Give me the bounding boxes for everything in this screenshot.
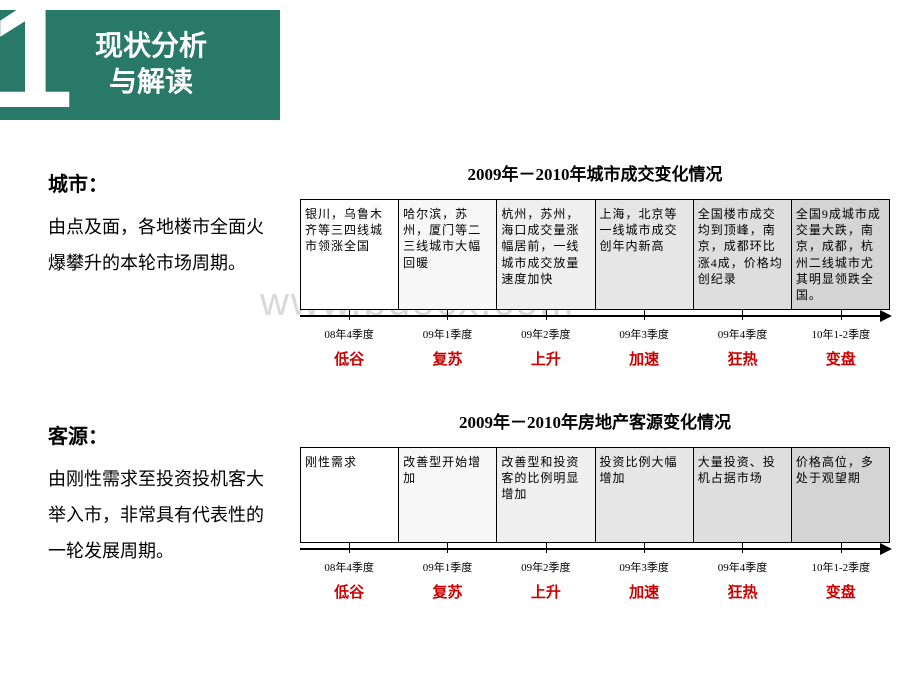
chart1-arrow — [300, 308, 890, 324]
client-desc: 由刚性需求至投资投机客大举入市，非常具有代表性的一轮发展周期。 — [48, 461, 268, 569]
timeline-cell: 大量投资、投机占据市场 — [694, 447, 792, 543]
quarter-label: 08年4季度 — [300, 559, 398, 575]
timeline-cell: 改善型和投资客的比例明显增加 — [497, 447, 595, 543]
timeline-cell: 刚性需求 — [300, 447, 399, 543]
timeline-cell: 改善型开始增加 — [399, 447, 497, 543]
client-source-chart: 2009年－2010年房地产客源变化情况 刚性需求改善型开始增加改善型和投资客的… — [300, 408, 890, 602]
timeline-cell: 哈尔滨，苏州，厦门等二三线城市大幅回暖 — [399, 199, 497, 310]
quarter-label: 09年1季度 — [398, 326, 496, 342]
chart1-axis: 08年4季度低谷09年1季度复苏09年2季度上升09年3季度加速09年4季度狂热… — [300, 324, 890, 369]
axis-tick: 08年4季度低谷 — [300, 324, 398, 369]
header-title: 现状分析 与解读 — [95, 29, 207, 102]
axis-tick: 09年3季度加速 — [595, 557, 693, 602]
quarter-label: 09年2季度 — [497, 559, 595, 575]
phase-label: 上升 — [497, 581, 595, 602]
left-section-client: 客源： 由刚性需求至投资投机客大举入市，非常具有代表性的一轮发展周期。 — [48, 420, 268, 569]
quarter-label: 09年1季度 — [398, 559, 496, 575]
phase-label: 狂热 — [693, 348, 791, 369]
quarter-label: 09年3季度 — [595, 326, 693, 342]
phase-label: 变盘 — [792, 348, 890, 369]
city-transaction-chart: 2009年－2010年城市成交变化情况 银川，乌鲁木齐等三四线城市领涨全国哈尔滨… — [300, 160, 890, 369]
phase-label: 加速 — [595, 348, 693, 369]
quarter-label: 09年4季度 — [693, 559, 791, 575]
phase-label: 复苏 — [398, 348, 496, 369]
axis-tick: 09年4季度狂热 — [693, 324, 791, 369]
chart2-timeline: 刚性需求改善型开始增加改善型和投资客的比例明显增加投资比例大幅增加大量投资、投机… — [300, 447, 890, 602]
quarter-label: 09年2季度 — [497, 326, 595, 342]
axis-tick: 09年1季度复苏 — [398, 557, 496, 602]
chart1-title: 2009年－2010年城市成交变化情况 — [300, 160, 890, 185]
section-number: 1 — [0, 0, 73, 130]
phase-label: 加速 — [595, 581, 693, 602]
timeline-cell: 全国9成城市成交量大跌，南京，成都，杭州二线城市尤其明显领跌全国。 — [792, 199, 890, 310]
chart2-arrow — [300, 541, 890, 557]
timeline-cell: 上海，北京等一线城市成交创年内新高 — [596, 199, 694, 310]
timeline-cell: 银川，乌鲁木齐等三四线城市领涨全国 — [300, 199, 399, 310]
phase-label: 复苏 — [398, 581, 496, 602]
phase-label: 变盘 — [792, 581, 890, 602]
quarter-label: 09年4季度 — [693, 326, 791, 342]
quarter-label: 10年1-2季度 — [792, 559, 890, 575]
axis-tick: 10年1-2季度变盘 — [792, 324, 890, 369]
chart1-boxes: 银川，乌鲁木齐等三四线城市领涨全国哈尔滨，苏州，厦门等二三线城市大幅回暖杭州，苏… — [300, 199, 890, 310]
header-block: 1 现状分析 与解读 — [0, 10, 280, 120]
client-label: 客源： — [48, 420, 268, 449]
chart2-axis: 08年4季度低谷09年1季度复苏09年2季度上升09年3季度加速09年4季度狂热… — [300, 557, 890, 602]
axis-tick: 09年1季度复苏 — [398, 324, 496, 369]
timeline-cell: 投资比例大幅增加 — [596, 447, 694, 543]
chart2-title: 2009年－2010年房地产客源变化情况 — [300, 408, 890, 433]
phase-label: 低谷 — [300, 348, 398, 369]
axis-tick: 09年2季度上升 — [497, 324, 595, 369]
quarter-label: 08年4季度 — [300, 326, 398, 342]
axis-tick: 09年4季度狂热 — [693, 557, 791, 602]
city-desc: 由点及面，各地楼市全面火爆攀升的本轮市场周期。 — [48, 209, 268, 281]
quarter-label: 10年1-2季度 — [792, 326, 890, 342]
axis-tick: 10年1-2季度变盘 — [792, 557, 890, 602]
axis-tick: 09年2季度上升 — [497, 557, 595, 602]
timeline-cell: 全国楼市成交均到顶峰，南京，成都环比涨4成，价格均创纪录 — [694, 199, 792, 310]
header-title-line1: 现状分析 — [95, 29, 207, 65]
axis-tick: 08年4季度低谷 — [300, 557, 398, 602]
quarter-label: 09年3季度 — [595, 559, 693, 575]
header-title-line2: 与解读 — [95, 65, 207, 101]
chart2-boxes: 刚性需求改善型开始增加改善型和投资客的比例明显增加投资比例大幅增加大量投资、投机… — [300, 447, 890, 543]
axis-tick: 09年3季度加速 — [595, 324, 693, 369]
city-label: 城市： — [48, 168, 268, 197]
chart1-timeline: 银川，乌鲁木齐等三四线城市领涨全国哈尔滨，苏州，厦门等二三线城市大幅回暖杭州，苏… — [300, 199, 890, 369]
left-section-city: 城市： 由点及面，各地楼市全面火爆攀升的本轮市场周期。 — [48, 168, 268, 281]
timeline-cell: 价格高位，多处于观望期 — [792, 447, 890, 543]
phase-label: 上升 — [497, 348, 595, 369]
phase-label: 低谷 — [300, 581, 398, 602]
phase-label: 狂热 — [693, 581, 791, 602]
timeline-cell: 杭州，苏州，海口成交量涨幅居前，一线城市成交放量速度加快 — [497, 199, 595, 310]
